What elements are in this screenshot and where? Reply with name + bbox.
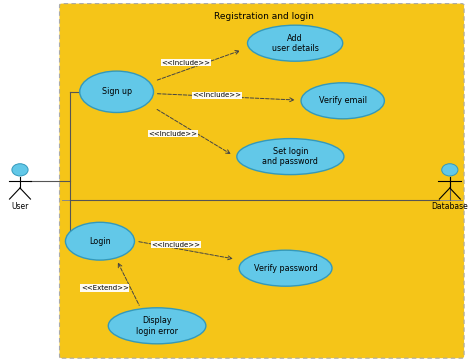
Ellipse shape	[248, 25, 343, 61]
Text: Verify email: Verify email	[319, 96, 367, 105]
Circle shape	[442, 164, 458, 176]
Text: Sign up: Sign up	[101, 87, 132, 96]
Ellipse shape	[237, 139, 344, 175]
Text: Display
login error: Display login error	[136, 316, 178, 336]
Text: <<Include>>: <<Include>>	[161, 60, 210, 66]
Text: <<Extend>>: <<Extend>>	[81, 285, 129, 291]
Text: <<Include>>: <<Include>>	[152, 242, 200, 248]
Text: User: User	[11, 202, 29, 211]
Text: Login: Login	[89, 237, 111, 246]
FancyBboxPatch shape	[60, 4, 464, 358]
Text: Add
user details: Add user details	[272, 33, 318, 53]
Text: <<Include>>: <<Include>>	[149, 131, 197, 137]
Ellipse shape	[239, 250, 332, 286]
Circle shape	[12, 164, 28, 176]
Ellipse shape	[65, 222, 134, 260]
Text: Database: Database	[431, 202, 468, 211]
Ellipse shape	[80, 71, 153, 113]
Ellipse shape	[109, 308, 206, 344]
Text: Set login
and password: Set login and password	[262, 147, 318, 166]
Ellipse shape	[301, 83, 384, 119]
Text: Verify password: Verify password	[254, 264, 317, 273]
Text: Registration and login: Registration and login	[214, 12, 314, 21]
Text: <<Include>>: <<Include>>	[192, 93, 241, 98]
